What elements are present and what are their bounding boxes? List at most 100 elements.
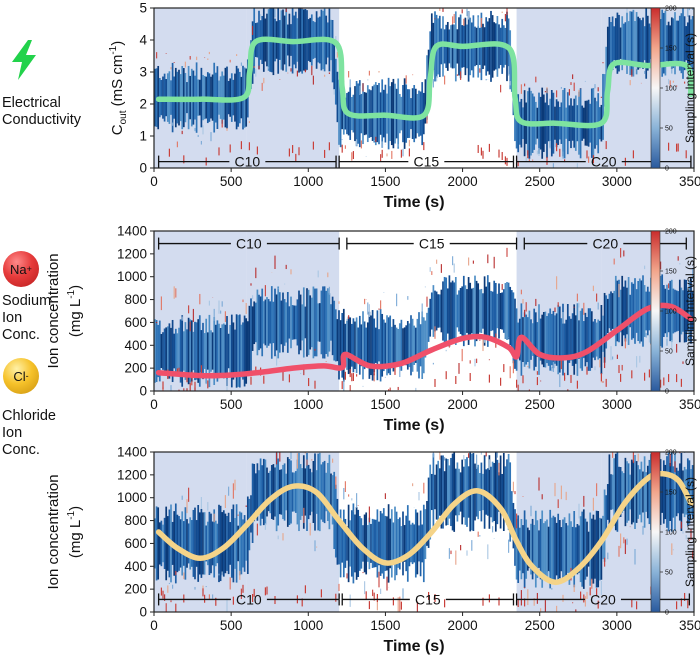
y-tick-label: 200: [124, 361, 147, 376]
plot-frame: [153, 451, 695, 613]
y-axis-label-line2: (mg L-1): [66, 506, 84, 558]
x-tick-label: 1000: [293, 618, 323, 633]
segment-label: C15: [413, 154, 439, 170]
lightning-bolt-icon: [12, 40, 36, 80]
colorbar-gradient: [650, 230, 661, 392]
plot-area-conductivity: C10 C15 C20: [154, 8, 694, 170]
colorbar-label: Sampling Interval (s): [683, 477, 697, 587]
y-tick-label: 400: [124, 338, 147, 353]
x-tick-label: 2000: [448, 174, 478, 189]
plot-area-sodium: C10 C15 C20: [154, 231, 694, 391]
x-tick-label: 2000: [448, 618, 478, 633]
y-tick-label: 800: [124, 513, 147, 528]
colorbar-conductivity: 0 50 100 150 200 Sampling Interval (s): [650, 6, 697, 173]
y-tick-label: 0: [139, 161, 147, 176]
x-tick-label: 500: [220, 397, 243, 412]
colorbar-tick-label: 100: [665, 530, 677, 537]
y-tick-label: 1000: [117, 269, 147, 284]
segment-bracket-c20: C20: [515, 154, 692, 170]
y-tick-label: 400: [124, 559, 147, 574]
x-tick-label: 1500: [370, 174, 400, 189]
chloride-label: Chloride Ion Conc.: [2, 408, 56, 459]
y-axis-label-line2: (mg L-1): [66, 285, 84, 337]
segment-label: C15: [419, 236, 445, 252]
segment-label: C20: [590, 591, 616, 607]
colorbar-tick-label: 0: [665, 610, 669, 617]
x-axis-label: Time (s): [383, 194, 444, 211]
colorbar-label: Sampling Interval (s): [683, 256, 697, 366]
y-tick-label: 1400: [117, 445, 147, 460]
sodium-badge-symbol: Na: [10, 261, 27, 277]
segment-label: C20: [592, 236, 618, 252]
y-tick-label: 0: [139, 605, 147, 620]
colorbar-tick-label: 50: [665, 570, 673, 577]
x-tick-label: 2000: [448, 397, 478, 412]
x-tick-label: 1000: [293, 397, 323, 412]
x-tick-label: 500: [220, 618, 243, 633]
fitted-line-sodium: [155, 302, 694, 379]
y-tick-label: 600: [124, 536, 147, 551]
colorbar-tick-label: 200: [665, 6, 677, 13]
segment-bracket-c10: C10: [157, 154, 337, 170]
chart-panel-conductivity: C10C15C200500100015002000250030003500012…: [108, 1, 700, 212]
x-axis-label: Time (s): [383, 638, 444, 655]
colorbar-tick-label: 100: [665, 309, 677, 316]
y-tick-label: 1200: [117, 246, 147, 261]
colorbar-tick-label: 0: [665, 389, 669, 396]
colorbar-tick-label: 200: [665, 450, 677, 457]
x-tick-label: 3000: [602, 618, 632, 633]
sodium-badge-charge: +: [26, 264, 32, 274]
colorbar-tick-label: 0: [665, 166, 669, 173]
y-axis-label-line1: Ion concentration: [45, 474, 62, 589]
colorbar-label: Sampling Interval (s): [683, 33, 697, 143]
y-axis-label-line1: Ion concentration: [45, 253, 62, 368]
plot-frame: [153, 7, 695, 169]
y-tick-label: 4: [139, 33, 147, 48]
conductivity-label: Electrical Conductivity: [2, 95, 81, 129]
segment-label: C20: [591, 154, 617, 170]
x-tick-label: 1500: [370, 397, 400, 412]
sodium-label-line3: Conc.: [2, 327, 40, 343]
colorbar-sodium: 0 50 100 150 200 Sampling Interval (s): [650, 229, 697, 396]
segment-label: C10: [236, 591, 262, 607]
x-tick-label: 0: [150, 397, 158, 412]
y-tick-label: 3: [139, 65, 147, 80]
y-tick-label: 1: [139, 129, 147, 144]
y-tick-label: 200: [124, 582, 147, 597]
segment-bracket-c15: C15: [346, 236, 518, 252]
x-tick-label: 3000: [602, 174, 632, 189]
sodium-label-line1: Sodium: [2, 293, 52, 309]
y-tick-label: 1000: [117, 490, 147, 505]
x-tick-label: 3000: [602, 397, 632, 412]
x-tick-label: 1000: [293, 174, 323, 189]
conductivity-label-line1: Electrical: [2, 95, 61, 111]
chloride-label-line1: Chloride: [2, 408, 56, 424]
x-tick-label: 0: [150, 618, 158, 633]
segment-label: C10: [234, 154, 260, 170]
colorbar-chloride: 0 50 100 150 200 Sampling Interval (s): [650, 450, 697, 617]
y-tick-label: 0: [139, 384, 147, 399]
x-tick-label: 500: [220, 174, 243, 189]
segment-bracket-c15: C15: [341, 591, 515, 607]
x-tick-label: 0: [150, 174, 158, 189]
colorbar-tick-label: 150: [665, 490, 677, 497]
x-tick-label: 2500: [525, 618, 555, 633]
chloride-badge-icon: Cl -: [3, 358, 39, 394]
chloride-badge-symbol: Cl: [13, 368, 26, 384]
y-tick-label: 5: [139, 1, 147, 16]
colorbar-tick-label: 150: [665, 269, 677, 276]
segment-label: C10: [236, 236, 262, 252]
colorbar-gradient: [650, 451, 661, 613]
sodium-label-line2: Ion: [2, 310, 23, 326]
chart-panel-chloride: C10C15C200500100015002000250030003500020…: [45, 445, 700, 656]
chart-panel-sodium: C10C15C200500100015002000250030003500020…: [45, 224, 700, 435]
x-tick-label: 1500: [370, 618, 400, 633]
y-axis-label: Cout (mS cm-1): [108, 41, 129, 135]
y-tick-label: 1400: [117, 224, 147, 239]
plot-frame: [153, 230, 695, 392]
colorbar-tick-label: 50: [665, 349, 673, 356]
fitted-line-chloride: [155, 470, 694, 586]
